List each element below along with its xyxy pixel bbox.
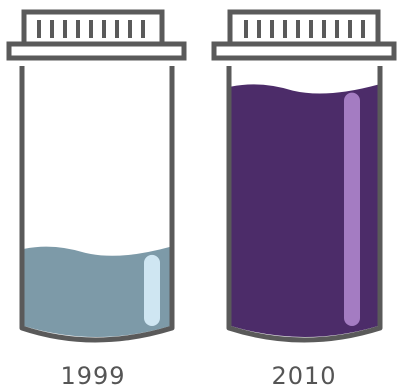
jar-body <box>226 66 383 343</box>
glass-highlight <box>344 92 360 327</box>
year-label: 1999 <box>60 362 125 390</box>
jar-2010: 2010 <box>211 9 397 390</box>
jar-cap <box>6 9 187 61</box>
jar-1999: 1999 <box>6 9 187 390</box>
liquid-fill <box>231 84 378 338</box>
liquid-fill <box>24 246 170 337</box>
jar-cap <box>211 9 397 61</box>
year-label: 2010 <box>271 362 336 390</box>
jar-body <box>19 66 175 343</box>
glass-highlight <box>144 254 160 326</box>
